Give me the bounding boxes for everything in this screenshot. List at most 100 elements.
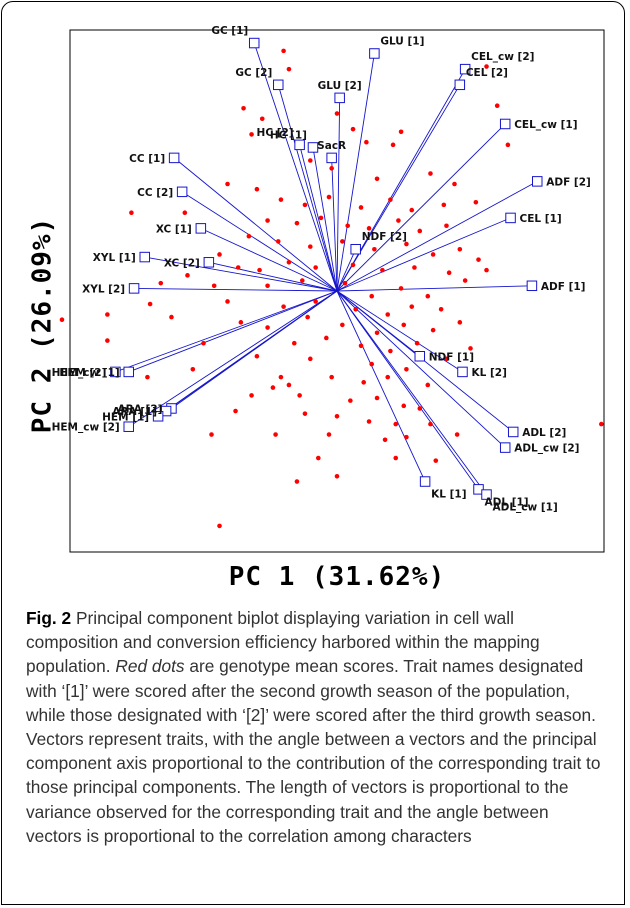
vector-line-hem-2 [115,290,338,373]
vector-marker-cc-1 [168,152,180,164]
vector-marker-xc-1 [195,223,207,234]
vector-marker-glu-2 [334,92,345,104]
genotype-point [340,239,345,244]
vector-marker-hem-1 [152,411,164,422]
genotype-point [494,103,500,108]
genotype-point [299,278,305,283]
genotype-point [238,320,244,325]
vector-label-adl-cw-2: ADL_cw [2] [514,443,579,455]
vector-line-gc-1 [253,42,338,292]
genotype-point [313,265,318,270]
genotype-point [265,325,270,330]
vector-label-ndf-2: NDF [2] [362,231,407,243]
vector-label-xc-2: XC [2] [164,257,200,269]
vector-line-adf-2 [336,180,538,292]
genotype-point [105,338,110,343]
genotype-point [369,361,375,367]
genotype-point [294,479,300,484]
genotype-point [358,205,364,210]
vector-line-adf-1 [336,285,532,292]
genotype-point [318,215,324,221]
genotype-point [350,262,356,268]
genotype-point [302,411,308,416]
vector-lines [115,42,538,495]
vector-line-adl-cw-2 [336,290,506,448]
vector-label-cc-1: CC [1] [129,153,165,165]
vector-line-gc-2 [277,84,338,292]
genotype-point [270,385,276,390]
y-axis-label-wrap: PC 2 (26.09%) [12,210,72,440]
genotype-point [275,239,281,244]
vector-line-ndf-2 [336,249,357,292]
genotype-point [302,202,308,208]
genotype-point [348,398,353,403]
vector-label-hem-cw-1: HEM_cw [1] [52,367,120,379]
genotype-point [438,306,444,312]
genotype-point [286,382,292,388]
vector-marker-glu-1 [369,48,380,59]
genotype-point [291,340,297,346]
genotype-point [430,327,436,333]
vector-line-xc-2 [208,261,338,292]
genotype-point [308,244,313,249]
genotype-point [129,210,134,215]
vector-line-hc-2 [299,144,338,292]
genotype-point [476,257,481,262]
vector-label-hem-1: HEM [1] [102,411,149,423]
vector-marker-hc-1 [307,142,319,153]
vector-label-kl-2: KL [2] [471,367,506,379]
vector-line-hem-cw-1 [128,290,338,373]
vector-marker-adf-2 [532,176,543,187]
figure-caption: Fig. 2 Principal component biplot displa… [26,606,606,848]
genotype-point [158,280,164,286]
genotype-point [345,223,350,229]
vector-line-cel-1 [336,217,511,292]
vector-marker-cel-1 [505,212,516,224]
genotype-point [462,278,468,283]
genotype-point [265,283,270,289]
vector-line-adl-1 [336,290,479,490]
vector-marker-cel-2 [454,79,466,91]
vector-label-hc-2: HC [2] [257,127,294,139]
genotype-point [430,252,436,257]
genotype-point [182,210,188,215]
vector-marker-adf-1 [526,280,538,292]
genotype-point [59,317,65,323]
genotype-point [404,241,409,247]
genotype-point [147,301,153,307]
vector-markers [110,37,543,500]
genotype-point [457,246,463,252]
genotype-point [446,270,452,276]
genotype-point [452,181,457,187]
vector-line-sacr [331,157,338,292]
genotype-point [209,432,214,437]
genotype-point [417,228,423,234]
vector-marker-hem-cw-2 [123,421,134,432]
vector-line-cc-2 [181,191,338,292]
vector-label-cel-cw-1: CEL_cw [1] [514,119,577,131]
genotype-point [353,306,358,312]
genotype-point [326,432,332,437]
vector-label-ndf-1: NDF [1] [429,351,474,363]
vector-marker-hc-2 [294,139,305,151]
genotype-point [484,64,489,69]
genotype-point [444,223,449,229]
genotype-point [401,322,407,328]
genotype-point [342,280,348,286]
vector-marker-gc-1 [248,37,260,49]
genotype-point [484,267,489,273]
vector-marker-hem-cw-1 [123,366,134,378]
genotype-point [380,267,385,273]
genotype-point [257,267,262,273]
genotype-point [249,393,254,398]
genotype-point [390,142,396,148]
genotype-point [145,374,150,380]
genotype-point [334,111,340,116]
genotype-point [374,176,380,182]
genotype-point [235,265,241,270]
genotype-point [324,335,329,341]
vector-label-hc-1: HC [1] [270,129,307,141]
caption-italic: Red dots [115,656,185,677]
genotype-point [217,252,222,257]
vector-line-adl-2 [336,290,514,433]
